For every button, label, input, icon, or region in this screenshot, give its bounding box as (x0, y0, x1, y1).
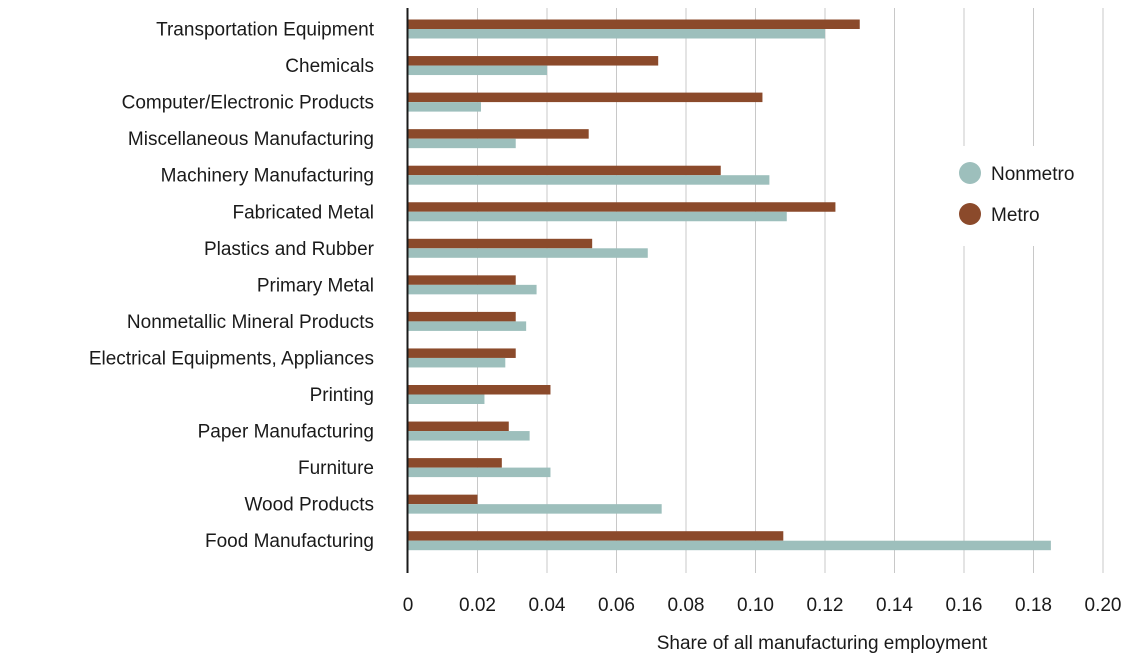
x-tick-labels: 0 0.02 0.04 0.06 0.08 0.10 0.12 0.14 0.16 0.18 0.2… (403, 595, 1122, 616)
category-label-computer-electronic-products: Computer/Electronic Products (122, 93, 374, 114)
category-label-paper-manufacturing: Paper Manufacturing (198, 422, 374, 443)
x-tick-label: 0.16 (946, 595, 983, 616)
x-tick-label: 0.12 (807, 595, 844, 616)
category-label-chemicals: Chemicals (285, 56, 374, 77)
category-label-machinery-manufacturing: Machinery Manufacturing (161, 166, 374, 187)
bar-metro-furniture (408, 458, 502, 468)
bar-metro-plastics-and-rubber (408, 238, 593, 249)
bar-nonmetro-transportation-equipment (408, 29, 825, 39)
bar-nonmetro-printing (408, 394, 485, 404)
bar-nonmetro-miscellaneous-manufacturing (408, 138, 516, 149)
x-tick-label: 0.14 (876, 595, 913, 616)
legend-label-nonmetro: Nonmetro (991, 164, 1074, 185)
x-tick-label: 0.04 (529, 595, 566, 616)
bars (408, 19, 1051, 551)
bar-nonmetro-electrical-equipments-appliances (408, 357, 506, 368)
category-label-food-manufacturing: Food Manufacturing (205, 531, 374, 552)
bar-nonmetro-machinery-manufacturing (408, 175, 770, 185)
x-tick-label: 0.20 (1085, 595, 1122, 616)
legend: Nonmetro Metro (945, 146, 1080, 246)
bar-nonmetro-furniture (408, 467, 551, 478)
bar-metro-food-manufacturing (408, 531, 784, 541)
bar-nonmetro-primary-metal (408, 284, 537, 295)
x-tick-label: 0.10 (737, 595, 774, 616)
legend-label-metro: Metro (991, 205, 1040, 226)
legend-swatch-metro (959, 203, 981, 225)
category-labels: Transportation Equipment Chemicals Compute… (89, 20, 375, 553)
category-label-transportation-equipment: Transportation Equipment (156, 20, 375, 41)
category-label-fabricated-metal: Fabricated Metal (232, 202, 374, 223)
x-tick-label: 0 (403, 595, 414, 616)
bar-metro-paper-manufacturing (408, 421, 509, 432)
bar-metro-wood-products (408, 494, 478, 505)
bar-nonmetro-food-manufacturing (408, 540, 1051, 551)
bar-metro-printing (408, 385, 551, 395)
bar-metro-fabricated-metal (408, 202, 836, 212)
x-tick-label: 0.08 (668, 595, 705, 616)
bar-nonmetro-chemicals (408, 65, 547, 76)
category-label-primary-metal: Primary Metal (257, 275, 374, 296)
category-label-wood-products: Wood Products (244, 495, 374, 516)
gridlines (477, 8, 1104, 573)
legend-background (945, 146, 1080, 246)
bar-nonmetro-nonmetallic-mineral-products (408, 321, 527, 331)
category-label-nonmetallic-mineral-products: Nonmetallic Mineral Products (127, 312, 374, 333)
category-label-plastics-and-rubber: Plastics and Rubber (204, 239, 375, 260)
bar-metro-transportation-equipment (408, 19, 860, 29)
bar-metro-nonmetallic-mineral-products (408, 311, 516, 322)
category-label-miscellaneous-manufacturing: Miscellaneous Manufacturing (128, 129, 374, 150)
bar-metro-miscellaneous-manufacturing (408, 129, 589, 139)
bar-nonmetro-fabricated-metal (408, 211, 787, 222)
bar-metro-computer-electronic-products (408, 92, 763, 103)
x-tick-label: 0.06 (598, 595, 635, 616)
bar-metro-machinery-manufacturing (408, 165, 721, 176)
bar-metro-primary-metal (408, 275, 516, 285)
category-label-electrical-equipments-appliances: Electrical Equipments, Appliances (89, 348, 374, 369)
bar-nonmetro-plastics-and-rubber (408, 248, 648, 258)
bar-nonmetro-wood-products (408, 504, 662, 514)
x-axis-title: Share of all manufacturing employment (657, 633, 988, 653)
bar-nonmetro-paper-manufacturing (408, 431, 530, 441)
bar-nonmetro-computer-electronic-products (408, 102, 481, 112)
x-tick-label: 0.02 (459, 595, 496, 616)
x-tick-label: 0.18 (1015, 595, 1052, 616)
bar-metro-electrical-equipments-appliances (408, 348, 516, 358)
legend-swatch-nonmetro (959, 162, 981, 184)
bar-metro-chemicals (408, 56, 659, 66)
category-label-furniture: Furniture (298, 458, 374, 479)
category-label-printing: Printing (310, 385, 374, 406)
